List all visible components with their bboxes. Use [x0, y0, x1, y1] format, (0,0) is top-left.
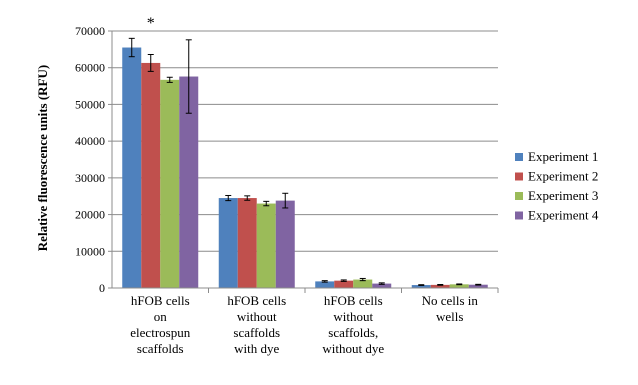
x-category-label: hFOB cells without scaffolds with dye [227, 293, 286, 356]
bar [315, 281, 335, 288]
y-axis-ticks: 0 10000 20000 30000 40000 50000 60000 70000 [75, 24, 112, 295]
bars [122, 47, 488, 289]
y-tick-label: 70000 [75, 24, 105, 38]
annotation-asterisk: * [147, 15, 155, 32]
x-category-label: No cells in wells [422, 293, 479, 324]
category-labels: hFOB cells on electrospun scaffolds hFOB cel… [130, 293, 478, 356]
legend: Experiment 1 Experiment 2 Experiment 3 Expe… [515, 149, 599, 223]
legend-entry: Experiment 3 [528, 188, 598, 203]
y-tick-label: 60000 [75, 61, 105, 75]
y-axis-title: Relative fluorescence units (RFU) [35, 65, 50, 251]
legend-entry: Experiment 2 [528, 169, 598, 184]
bar [430, 284, 450, 288]
bar [334, 280, 354, 288]
y-tick-label: 0 [99, 281, 105, 295]
legend-swatch [515, 172, 523, 181]
legend-swatch [515, 153, 523, 161]
x-category-label: hFOB cells without scaffolds, without dye [322, 293, 384, 356]
bar [122, 47, 142, 289]
bar [449, 284, 469, 288]
axes [111, 31, 499, 293]
bar [218, 198, 238, 288]
bar [411, 285, 431, 288]
legend-entry: Experiment 4 [528, 208, 599, 223]
bar [372, 283, 392, 288]
y-tick-label: 10000 [75, 244, 105, 258]
y-tick-label: 20000 [75, 208, 105, 222]
bar [237, 198, 257, 288]
legend-swatch [515, 211, 523, 220]
bar [179, 76, 199, 288]
y-tick-label: 40000 [75, 134, 105, 148]
legend-swatch [515, 192, 523, 200]
bar [141, 62, 161, 288]
bar [275, 200, 295, 288]
x-category-label: hFOB cells on electrospun scaffolds [130, 293, 190, 356]
y-tick-label: 30000 [75, 171, 105, 185]
bar [353, 279, 373, 288]
bar [468, 284, 488, 288]
y-tick-label: 50000 [75, 97, 105, 111]
bar [256, 203, 276, 288]
annotations: * [147, 15, 155, 32]
error-bars [128, 37, 482, 286]
bar [160, 79, 180, 288]
legend-entry: Experiment 1 [528, 149, 598, 164]
